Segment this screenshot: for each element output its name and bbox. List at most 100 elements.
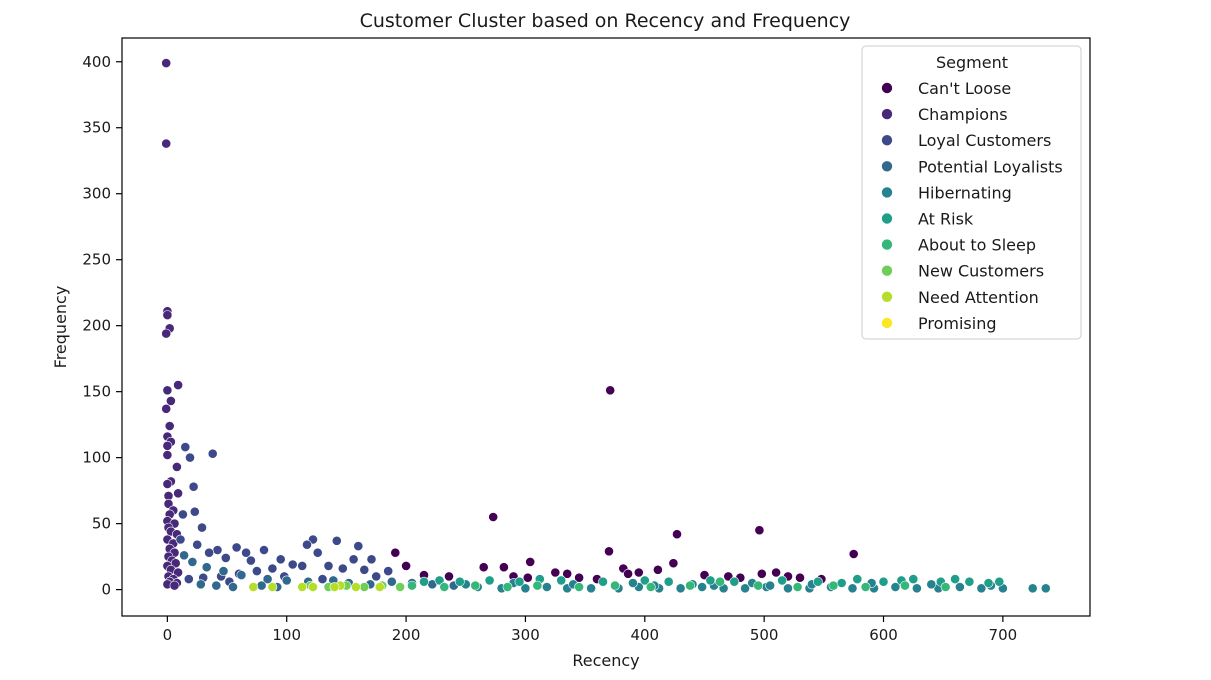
- data-point: [192, 539, 203, 550]
- data-point: [323, 561, 334, 571]
- x-tick-label: 0: [163, 626, 173, 644]
- x-tick-label: 300: [511, 626, 540, 644]
- data-point: [828, 580, 839, 591]
- data-point: [520, 583, 531, 594]
- data-point: [275, 554, 286, 565]
- x-tick-label: 200: [392, 626, 421, 644]
- data-point: [390, 547, 401, 558]
- data-point: [228, 582, 238, 592]
- data-point: [267, 582, 278, 592]
- data-point: [813, 576, 823, 587]
- data-point: [359, 564, 370, 575]
- y-tick-label: 0: [101, 581, 111, 599]
- data-point: [628, 578, 638, 588]
- data-point: [165, 395, 176, 406]
- data-point: [308, 582, 318, 592]
- data-point: [478, 562, 489, 573]
- data-point: [195, 579, 206, 590]
- data-point: [454, 576, 465, 587]
- data-point: [470, 580, 481, 591]
- y-tick-label: 300: [82, 185, 111, 203]
- data-point: [337, 563, 348, 574]
- data-point: [623, 568, 633, 579]
- y-tick-label: 100: [82, 449, 111, 467]
- data-point: [1040, 583, 1051, 594]
- y-tick-label: 250: [82, 251, 111, 269]
- data-point: [672, 529, 682, 540]
- data-point: [220, 553, 231, 563]
- data-point: [890, 582, 901, 592]
- data-point: [218, 566, 229, 576]
- legend-label: Champions: [918, 105, 1008, 124]
- x-axis-ticks: 0 100 200 300 400 500 600 700: [163, 616, 1018, 644]
- data-point: [331, 535, 342, 546]
- data-point: [532, 580, 543, 591]
- data-point: [212, 545, 223, 555]
- data-point: [444, 571, 454, 582]
- x-tick-label: 700: [989, 626, 1018, 644]
- legend-marker: [881, 82, 893, 94]
- data-point: [484, 575, 495, 586]
- chart-title: Customer Cluster based on Recency and Fr…: [360, 10, 851, 32]
- legend-label: Loyal Customers: [918, 131, 1051, 150]
- data-point: [550, 567, 561, 578]
- data-point: [792, 582, 803, 592]
- data-point: [185, 452, 195, 463]
- data-point: [317, 574, 328, 584]
- data-point: [740, 583, 750, 594]
- plot-area-frame: [121, 37, 1091, 617]
- data-point: [912, 583, 922, 594]
- data-point: [754, 525, 765, 536]
- data-point: [848, 549, 859, 559]
- data-point: [502, 582, 513, 592]
- data-point: [653, 564, 663, 575]
- data-point: [188, 481, 199, 492]
- data-point: [245, 555, 256, 566]
- data-point: [605, 385, 616, 396]
- legend-label: Need Attention: [918, 288, 1039, 307]
- data-point: [366, 554, 377, 565]
- y-tick-label: 400: [82, 53, 111, 71]
- x-tick-label: 100: [272, 626, 301, 644]
- data-point: [488, 512, 499, 522]
- data-point: [439, 582, 450, 592]
- data-point: [262, 574, 273, 584]
- legend-marker: [881, 212, 893, 225]
- data-point: [756, 568, 767, 579]
- data-point: [419, 576, 429, 587]
- data-point: [162, 450, 173, 460]
- data-point: [353, 541, 364, 551]
- data-point: [610, 580, 620, 591]
- data-point: [204, 547, 214, 558]
- legend-marker: [881, 160, 893, 173]
- points-layer: [161, 58, 1051, 594]
- legend-label: Potential Loyalists: [918, 157, 1063, 176]
- data-point: [434, 575, 445, 586]
- data-point: [950, 574, 960, 584]
- data-point: [189, 506, 200, 517]
- data-point: [407, 580, 417, 591]
- legend-label: About to Sleep: [918, 236, 1036, 255]
- data-point: [259, 545, 269, 555]
- data-point: [771, 567, 781, 578]
- data-point: [383, 566, 394, 576]
- data-point: [847, 583, 858, 594]
- data-point: [633, 567, 644, 578]
- data-point: [201, 562, 212, 573]
- data-point: [522, 572, 533, 583]
- data-point: [900, 580, 910, 591]
- data-point: [177, 509, 188, 520]
- data-point: [161, 138, 172, 149]
- data-point: [685, 580, 695, 591]
- data-point: [795, 572, 805, 583]
- data-point: [171, 461, 182, 472]
- data-point: [187, 557, 198, 567]
- legend-label: Hibernating: [918, 183, 1012, 202]
- y-tick-label: 50: [92, 515, 111, 533]
- data-point: [675, 583, 686, 594]
- data-point: [715, 576, 725, 587]
- data-point: [251, 566, 262, 576]
- data-point: [197, 522, 207, 533]
- y-tick-label: 200: [82, 317, 111, 335]
